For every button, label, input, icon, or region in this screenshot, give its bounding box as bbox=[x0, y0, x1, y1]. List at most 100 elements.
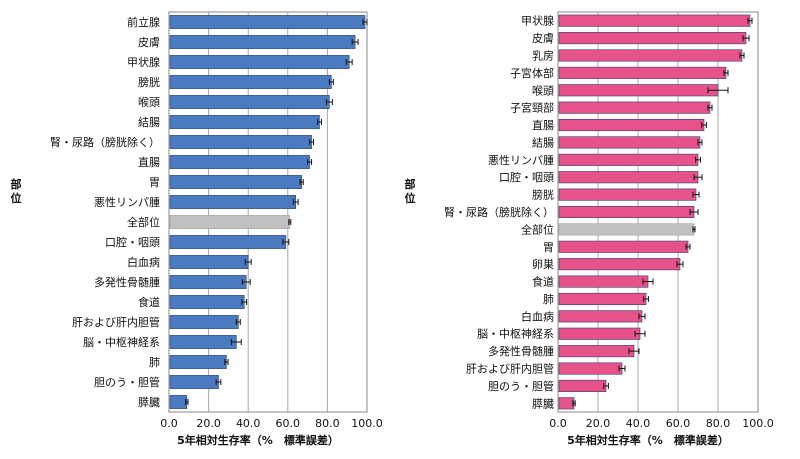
male-category-label: 甲状腺 bbox=[127, 55, 160, 69]
female-bar bbox=[558, 275, 649, 288]
female-bar bbox=[558, 223, 695, 236]
male-plot-area bbox=[168, 11, 368, 413]
male-category-label: 悪性リンパ腫 bbox=[94, 195, 160, 209]
female-category-label: 子宮頸部 bbox=[510, 101, 554, 115]
female-category-label: 皮膚 bbox=[532, 31, 554, 45]
male-bar bbox=[169, 275, 247, 289]
female-category-label: 胃 bbox=[543, 241, 554, 254]
male-bar bbox=[169, 315, 239, 329]
female-category-label: 脳・中枢神経系 bbox=[477, 327, 554, 341]
male-x-tick-label: 100.0 bbox=[351, 417, 383, 430]
male-category-label: 喉頭 bbox=[138, 96, 160, 109]
female-bar bbox=[558, 84, 719, 97]
female-bar bbox=[558, 327, 641, 340]
male-category-label: 結腸 bbox=[138, 115, 160, 129]
female-bar bbox=[558, 205, 695, 219]
female-category-label: 肝および肝内胆管 bbox=[466, 362, 554, 376]
male-x-tick-label: 80.0 bbox=[315, 417, 340, 430]
female-category-label: 甲状腺 bbox=[521, 14, 554, 28]
male-bar bbox=[169, 295, 245, 309]
male-y-axis-title: 部位 bbox=[11, 177, 22, 205]
male-bar bbox=[169, 335, 237, 349]
male-bar bbox=[169, 235, 287, 249]
female-bar bbox=[558, 240, 689, 253]
female-category-label: 口腔・咽頭 bbox=[499, 170, 554, 184]
female-x-tick-label: 20.0 bbox=[586, 417, 611, 430]
female-bar bbox=[558, 310, 643, 323]
female-x-tick-label: 40.0 bbox=[626, 417, 651, 430]
male-x-tick-label: 40.0 bbox=[236, 417, 261, 430]
male-bar bbox=[169, 195, 297, 209]
female-x-tick-label: 80.0 bbox=[706, 417, 731, 430]
female-category-label: 卵巣 bbox=[532, 258, 554, 271]
female-x-tick-label: 0.0 bbox=[549, 417, 567, 430]
female-category-label: 全部位 bbox=[521, 222, 554, 236]
female-category-label: 腎・尿路（膀胱除く） bbox=[444, 205, 554, 219]
female-bar bbox=[558, 258, 681, 271]
female-bar bbox=[558, 14, 751, 27]
female-y-axis-title: 部位 bbox=[405, 177, 416, 205]
female-bar bbox=[558, 136, 701, 149]
female-bar bbox=[558, 188, 697, 201]
male-bar bbox=[169, 55, 350, 69]
male-x-axis-title: 5年相対生存率（% 標準誤差） bbox=[177, 433, 339, 447]
male-category-label: 口腔・咽頭 bbox=[105, 235, 160, 249]
female-category-label: 多発性骨髄腫 bbox=[488, 344, 554, 358]
female-bar bbox=[558, 345, 635, 358]
female-category-label: 悪性リンパ腫 bbox=[488, 153, 554, 167]
female-x-tick-label: 100.0 bbox=[742, 417, 774, 430]
female-bar bbox=[558, 379, 607, 392]
female-category-label: 乳房 bbox=[532, 49, 554, 62]
female-bar bbox=[558, 66, 727, 79]
male-bar bbox=[169, 115, 320, 129]
female-bar bbox=[558, 101, 711, 114]
male-category-label: 胆のう・胆管 bbox=[94, 375, 160, 389]
male-category-label: 脳・中枢神経系 bbox=[83, 335, 160, 349]
female-bar bbox=[558, 49, 743, 62]
male-bar bbox=[169, 255, 249, 269]
female-category-label: 子宮体部 bbox=[510, 66, 554, 80]
male-bar bbox=[169, 215, 291, 229]
female-x-tick-label: 60.0 bbox=[666, 417, 691, 430]
male-x-tick-label: 60.0 bbox=[276, 417, 301, 430]
male-category-label: 腎・尿路（膀胱除く） bbox=[50, 135, 160, 149]
female-bar bbox=[558, 171, 699, 184]
male-category-label: 多発性骨髄腫 bbox=[94, 275, 160, 289]
female-bar bbox=[558, 119, 705, 132]
male-category-label: 膀胱 bbox=[138, 75, 160, 89]
male-category-label: 全部位 bbox=[127, 215, 160, 229]
female-category-label: 胆のう・胆管 bbox=[488, 379, 554, 393]
male-category-label: 食道 bbox=[138, 295, 160, 309]
female-category-label: 白血病 bbox=[521, 309, 554, 323]
female-bar bbox=[558, 32, 747, 45]
male-category-label: 肺 bbox=[149, 356, 160, 369]
male-category-label: 白血病 bbox=[127, 255, 160, 269]
male-bar bbox=[169, 75, 332, 89]
male-bar bbox=[169, 355, 227, 369]
male-bar bbox=[169, 375, 219, 389]
male-bar bbox=[169, 395, 188, 409]
male-category-label: 膵臓 bbox=[138, 396, 160, 409]
male-bar bbox=[169, 15, 366, 29]
female-category-label: 直腸 bbox=[532, 118, 554, 132]
male-x-tick-label: 20.0 bbox=[196, 417, 221, 430]
female-category-label: 喉頭 bbox=[532, 84, 554, 97]
female-category-label: 結腸 bbox=[532, 135, 554, 149]
female-bar bbox=[558, 292, 647, 305]
male-category-label: 胃 bbox=[149, 176, 160, 189]
female-category-label: 膀胱 bbox=[532, 188, 554, 202]
male-bar bbox=[169, 35, 356, 49]
male-bar bbox=[169, 135, 312, 149]
female-category-label: 膵臓 bbox=[532, 397, 554, 410]
male-bar bbox=[169, 155, 310, 169]
female-bar bbox=[558, 397, 575, 410]
female-bar bbox=[558, 153, 699, 166]
female-x-axis-title: 5年相対生存率（% 標準誤差） bbox=[567, 433, 729, 447]
male-category-label: 直腸 bbox=[138, 155, 160, 169]
female-bar bbox=[558, 362, 623, 375]
male-x-tick-label: 0.0 bbox=[160, 417, 178, 430]
male-category-label: 皮膚 bbox=[138, 35, 160, 49]
female-category-label: 食道 bbox=[532, 275, 554, 289]
male-category-label: 前立腺 bbox=[127, 15, 160, 29]
